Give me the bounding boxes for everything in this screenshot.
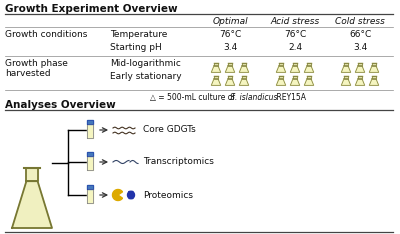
Text: Acid stress: Acid stress: [270, 17, 320, 26]
Polygon shape: [307, 76, 311, 79]
Polygon shape: [87, 120, 93, 124]
Polygon shape: [358, 63, 362, 66]
Polygon shape: [341, 79, 351, 85]
Polygon shape: [293, 63, 297, 66]
Text: Cold stress: Cold stress: [335, 17, 385, 26]
Polygon shape: [290, 66, 300, 72]
Text: Growth Experiment Overview: Growth Experiment Overview: [5, 4, 178, 14]
Text: 76°C: 76°C: [284, 30, 306, 39]
Polygon shape: [279, 76, 283, 79]
Polygon shape: [228, 63, 232, 66]
Text: Proteomics: Proteomics: [143, 190, 193, 200]
Polygon shape: [293, 76, 297, 79]
Text: Starting pH: Starting pH: [110, 43, 162, 52]
Text: Growth conditions: Growth conditions: [5, 30, 87, 39]
Text: 3.4: 3.4: [223, 43, 237, 52]
Text: harvested: harvested: [5, 69, 51, 78]
Text: Mid-logarithmic: Mid-logarithmic: [110, 59, 181, 68]
Polygon shape: [239, 66, 249, 72]
Polygon shape: [214, 63, 218, 66]
Polygon shape: [26, 168, 38, 181]
Polygon shape: [341, 66, 351, 72]
Polygon shape: [242, 63, 246, 66]
Text: Temperature: Temperature: [110, 30, 167, 39]
Text: REY15A: REY15A: [274, 93, 306, 102]
Polygon shape: [225, 66, 235, 72]
Polygon shape: [225, 79, 235, 85]
Polygon shape: [87, 189, 93, 203]
Text: Core GDGTs: Core GDGTs: [143, 125, 196, 135]
Polygon shape: [369, 79, 379, 85]
Text: Optimal: Optimal: [212, 17, 248, 26]
Polygon shape: [355, 66, 365, 72]
Polygon shape: [211, 66, 221, 72]
Polygon shape: [239, 79, 249, 85]
Polygon shape: [242, 76, 246, 79]
Polygon shape: [276, 79, 286, 85]
Text: Early stationary: Early stationary: [110, 72, 182, 81]
Text: Growth phase: Growth phase: [5, 59, 68, 68]
Polygon shape: [128, 191, 134, 199]
Polygon shape: [355, 79, 365, 85]
Polygon shape: [87, 185, 93, 189]
Polygon shape: [214, 76, 218, 79]
Polygon shape: [307, 63, 311, 66]
Text: △ = 500-mL culture of: △ = 500-mL culture of: [150, 93, 238, 102]
Text: Analyses Overview: Analyses Overview: [5, 100, 116, 110]
Polygon shape: [344, 63, 348, 66]
Polygon shape: [304, 66, 314, 72]
Polygon shape: [87, 124, 93, 138]
Text: S. islandicus: S. islandicus: [230, 93, 278, 102]
Polygon shape: [279, 63, 283, 66]
Polygon shape: [87, 152, 93, 156]
Text: 3.4: 3.4: [353, 43, 367, 52]
Text: 66°C: 66°C: [349, 30, 371, 39]
Polygon shape: [87, 156, 93, 170]
Polygon shape: [12, 181, 52, 228]
Wedge shape: [112, 190, 122, 201]
Polygon shape: [344, 76, 348, 79]
Polygon shape: [372, 76, 376, 79]
Polygon shape: [228, 76, 232, 79]
Polygon shape: [290, 79, 300, 85]
Text: Transcriptomics: Transcriptomics: [143, 157, 214, 167]
Polygon shape: [369, 66, 379, 72]
Polygon shape: [304, 79, 314, 85]
Polygon shape: [372, 63, 376, 66]
Polygon shape: [211, 79, 221, 85]
Polygon shape: [276, 66, 286, 72]
Text: 76°C: 76°C: [219, 30, 241, 39]
Polygon shape: [358, 76, 362, 79]
Text: 2.4: 2.4: [288, 43, 302, 52]
